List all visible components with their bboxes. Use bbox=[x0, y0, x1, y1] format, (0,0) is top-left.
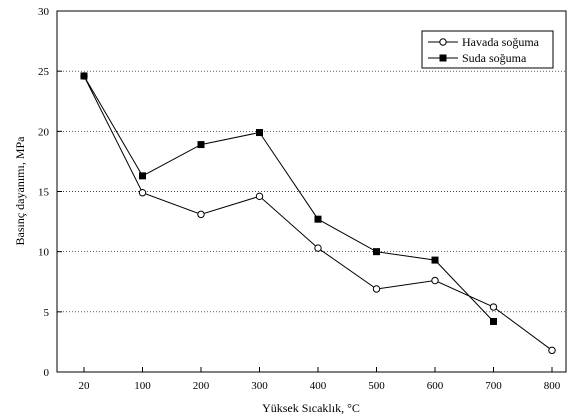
y-tick-label-25: 25 bbox=[38, 66, 50, 78]
series-group bbox=[80, 72, 556, 355]
series-1-point-400 bbox=[314, 244, 322, 252]
series-2-point-300 bbox=[256, 129, 263, 137]
series-1-point-300 bbox=[255, 192, 264, 201]
x-tick-label-100: 100 bbox=[134, 380, 151, 392]
y-tick-label-5: 5 bbox=[44, 307, 50, 319]
legend-item-2-marker bbox=[439, 54, 447, 62]
x-tick-label-600: 600 bbox=[427, 380, 444, 392]
series-2-line bbox=[83, 75, 494, 322]
legend-item-1-label: Havada soğuma bbox=[462, 35, 540, 49]
x-axis-title: Yüksek Sıcaklık, °C bbox=[262, 401, 360, 415]
y-tick-label-15: 15 bbox=[38, 187, 50, 199]
x-tick-label-700: 700 bbox=[485, 380, 502, 392]
series-2-point-400 bbox=[314, 215, 322, 223]
x-tick-label-200: 200 bbox=[193, 380, 210, 392]
x-tick-label-800: 800 bbox=[544, 380, 561, 392]
legend-item-1-marker bbox=[439, 38, 447, 46]
series-2-point-700 bbox=[490, 317, 497, 325]
y-axis-title: Basınç dayanımı, MPa bbox=[13, 136, 27, 246]
x-axis-ticks: 20 100 200 300 400 500 600 700 800 bbox=[79, 367, 561, 392]
y-tick-label-30: 30 bbox=[38, 6, 50, 18]
series-1-point-800 bbox=[548, 346, 556, 355]
series-2-point-200 bbox=[197, 141, 205, 149]
x-tick-label-20: 20 bbox=[79, 380, 91, 392]
legend-item-2-label: Suda soğuma bbox=[462, 51, 527, 65]
series-2-point-500 bbox=[373, 248, 380, 256]
legend-items: Havada soğuma Suda soğuma bbox=[428, 35, 540, 65]
y-tick-label-10: 10 bbox=[38, 247, 50, 259]
series-2-point-20 bbox=[80, 72, 88, 80]
series-1-point-600 bbox=[431, 276, 439, 285]
y-tick-label-0: 0 bbox=[44, 367, 50, 379]
series-1-point-500 bbox=[372, 285, 381, 293]
series-1-point-700 bbox=[489, 303, 498, 311]
x-tick-label-400: 400 bbox=[310, 380, 327, 392]
series-2-point-600 bbox=[431, 256, 439, 264]
y-tick-label-20: 20 bbox=[38, 126, 50, 138]
y-axis-ticks: 0 5 10 15 20 25 30 bbox=[38, 6, 62, 379]
x-tick-label-300: 300 bbox=[251, 380, 268, 392]
series-1-point-200 bbox=[197, 210, 205, 219]
series-2-point-100 bbox=[139, 172, 146, 180]
x-tick-label-500: 500 bbox=[368, 380, 385, 392]
legend: Havada soğuma Suda soğuma bbox=[421, 30, 554, 69]
series-1-point-100 bbox=[138, 189, 147, 197]
legend-box bbox=[421, 30, 554, 69]
